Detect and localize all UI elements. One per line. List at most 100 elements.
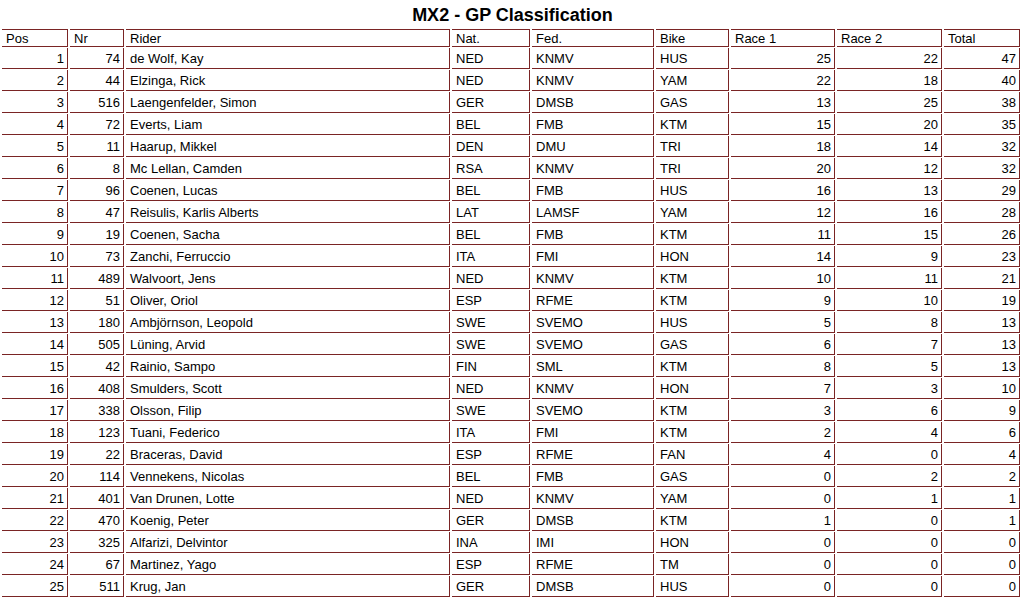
cell-bike: FAN — [656, 444, 729, 465]
cell-race1: 0 — [731, 554, 835, 575]
cell-pos: 25 — [2, 576, 68, 597]
cell-fed: KNMV — [532, 158, 654, 179]
cell-race2: 13 — [837, 180, 942, 201]
cell-race1: 22 — [731, 70, 835, 91]
cell-pos: 22 — [2, 510, 68, 531]
cell-nat: NED — [452, 378, 530, 399]
cell-total: 13 — [944, 312, 1020, 333]
cell-nat: RSA — [452, 158, 530, 179]
cell-race2: 20 — [837, 114, 942, 135]
cell-rider: Elzinga, Rick — [126, 70, 450, 91]
cell-fed: LAMSF — [532, 202, 654, 223]
cell-nr: 511 — [70, 576, 124, 597]
cell-race2: 4 — [837, 422, 942, 443]
cell-race1: 18 — [731, 136, 835, 157]
cell-race1: 9 — [731, 290, 835, 311]
cell-fed: KNMV — [532, 48, 654, 69]
cell-total: 32 — [944, 136, 1020, 157]
cell-fed: FMI — [532, 422, 654, 443]
cell-bike: KTM — [656, 268, 729, 289]
cell-race1: 15 — [731, 114, 835, 135]
table-row: 1922Braceras, DavidESPRFMEFAN404 — [2, 444, 1020, 465]
cell-bike: HON — [656, 378, 729, 399]
cell-total: 32 — [944, 158, 1020, 179]
cell-nat: NED — [452, 70, 530, 91]
cell-race1: 0 — [731, 488, 835, 509]
cell-race2: 0 — [837, 576, 942, 597]
cell-pos: 8 — [2, 202, 68, 223]
cell-pos: 12 — [2, 290, 68, 311]
table-row: 21401Van Drunen, LotteNEDKNMVYAM011 — [2, 488, 1020, 509]
cell-race2: 3 — [837, 378, 942, 399]
cell-nr: 180 — [70, 312, 124, 333]
cell-pos: 6 — [2, 158, 68, 179]
cell-rider: Koenig, Peter — [126, 510, 450, 531]
cell-rider: Smulders, Scott — [126, 378, 450, 399]
cell-bike: KTM — [656, 114, 729, 135]
cell-nr: 42 — [70, 356, 124, 377]
cell-fed: KNMV — [532, 268, 654, 289]
cell-race1: 14 — [731, 246, 835, 267]
cell-fed: KNMV — [532, 488, 654, 509]
cell-nat: SWE — [452, 312, 530, 333]
cell-total: 4 — [944, 444, 1020, 465]
cell-total: 13 — [944, 356, 1020, 377]
table-row: 3516Laengenfelder, SimonGERDMSBGAS132538 — [2, 92, 1020, 113]
cell-nr: 11 — [70, 136, 124, 157]
table-row: 174de Wolf, KayNEDKNMVHUS252247 — [2, 48, 1020, 69]
table-row: 13180Ambjörnson, LeopoldSWESVEMOHUS5813 — [2, 312, 1020, 333]
cell-fed: FMI — [532, 246, 654, 267]
cell-rider: Alfarizi, Delvintor — [126, 532, 450, 553]
cell-race2: 14 — [837, 136, 942, 157]
cell-rider: Olsson, Filip — [126, 400, 450, 421]
cell-race1: 0 — [731, 532, 835, 553]
cell-total: 9 — [944, 400, 1020, 421]
cell-bike: KTM — [656, 224, 729, 245]
table-body: 174de Wolf, KayNEDKNMVHUS252247244Elzing… — [2, 48, 1020, 597]
cell-race2: 15 — [837, 224, 942, 245]
cell-race2: 0 — [837, 510, 942, 531]
table-row: 11489Walvoort, JensNEDKNMVKTM101121 — [2, 268, 1020, 289]
cell-nat: FIN — [452, 356, 530, 377]
cell-race1: 1 — [731, 510, 835, 531]
cell-nr: 408 — [70, 378, 124, 399]
cell-rider: Vennekens, Nicolas — [126, 466, 450, 487]
cell-fed: RFME — [532, 554, 654, 575]
cell-bike: KTM — [656, 400, 729, 421]
cell-race2: 25 — [837, 92, 942, 113]
cell-pos: 4 — [2, 114, 68, 135]
cell-nr: 74 — [70, 48, 124, 69]
cell-pos: 13 — [2, 312, 68, 333]
cell-race1: 7 — [731, 378, 835, 399]
cell-rider: Braceras, David — [126, 444, 450, 465]
cell-bike: GAS — [656, 466, 729, 487]
cell-rider: Krug, Jan — [126, 576, 450, 597]
cell-nat: BEL — [452, 180, 530, 201]
cell-nr: 96 — [70, 180, 124, 201]
table-row: 472Everts, LiamBELFMBKTM152035 — [2, 114, 1020, 135]
cell-bike: KTM — [656, 356, 729, 377]
cell-race2: 0 — [837, 532, 942, 553]
cell-nat: GER — [452, 92, 530, 113]
cell-fed: SVEMO — [532, 400, 654, 421]
column-header-race1: Race 1 — [731, 29, 835, 47]
cell-race1: 6 — [731, 334, 835, 355]
cell-pos: 20 — [2, 466, 68, 487]
cell-nat: GER — [452, 576, 530, 597]
cell-pos: 23 — [2, 532, 68, 553]
cell-total: 2 — [944, 466, 1020, 487]
cell-bike: HUS — [656, 312, 729, 333]
cell-total: 13 — [944, 334, 1020, 355]
cell-rider: Coenen, Sacha — [126, 224, 450, 245]
cell-race1: 13 — [731, 92, 835, 113]
cell-nat: LAT — [452, 202, 530, 223]
cell-total: 38 — [944, 92, 1020, 113]
cell-nr: 19 — [70, 224, 124, 245]
cell-race1: 8 — [731, 356, 835, 377]
column-header-rider: Rider — [126, 29, 450, 47]
column-header-race2: Race 2 — [837, 29, 942, 47]
cell-bike: HUS — [656, 48, 729, 69]
cell-pos: 3 — [2, 92, 68, 113]
cell-total: 0 — [944, 576, 1020, 597]
cell-total: 35 — [944, 114, 1020, 135]
